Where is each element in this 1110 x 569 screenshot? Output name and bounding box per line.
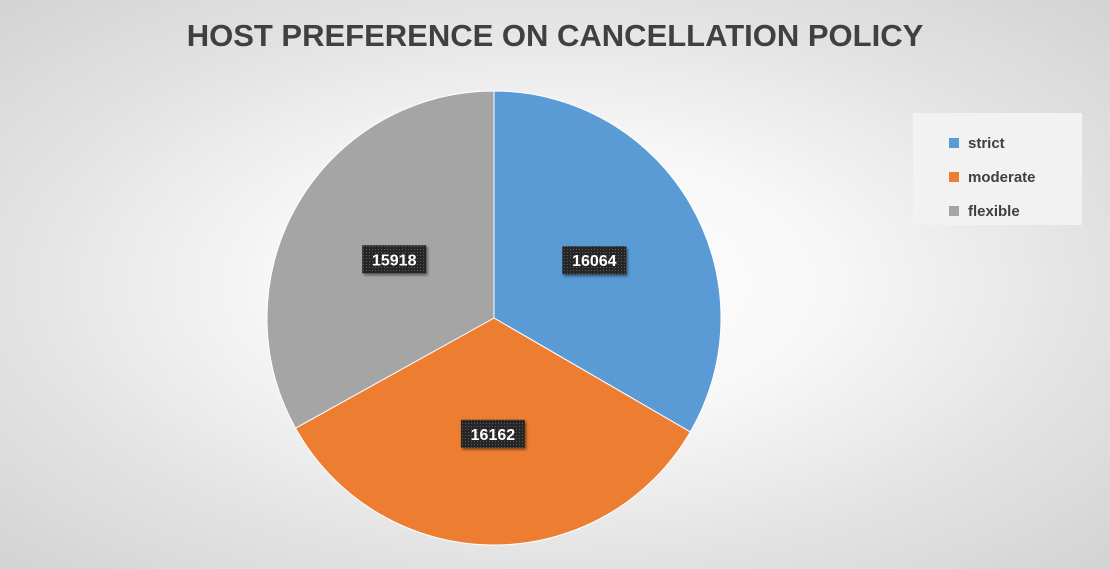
pie-data-labels: 16064 16162 15918 [362, 245, 627, 448]
legend-item-strict: strict [913, 126, 1082, 160]
legend-label-moderate: moderate [968, 168, 1036, 186]
chart-legend: strict moderate flexible [913, 113, 1082, 225]
pie-slices [266, 90, 722, 546]
legend-label-flexible: flexible [968, 202, 1020, 220]
data-label-moderate: 16162 [460, 419, 525, 448]
legend-label-strict: strict [968, 134, 1005, 152]
legend-swatch-strict [949, 138, 959, 148]
legend-swatch-flexible [949, 206, 959, 216]
data-label-flexible: 15918 [362, 245, 427, 274]
legend-item-moderate: moderate [913, 160, 1082, 194]
data-label-box-moderate [460, 419, 525, 448]
data-label-text-flexible: 15918 [372, 252, 417, 269]
data-label-box-flexible [362, 245, 427, 274]
data-label-text-strict: 16064 [572, 253, 617, 270]
data-label-strict: 16064 [562, 246, 627, 275]
data-label-box-strict [562, 246, 627, 275]
data-label-text-moderate: 16162 [471, 427, 516, 444]
legend-swatch-moderate [949, 172, 959, 182]
legend-item-flexible: flexible [913, 194, 1082, 228]
chart-title: HOST PREFERENCE ON CANCELLATION POLICY [186, 18, 924, 53]
